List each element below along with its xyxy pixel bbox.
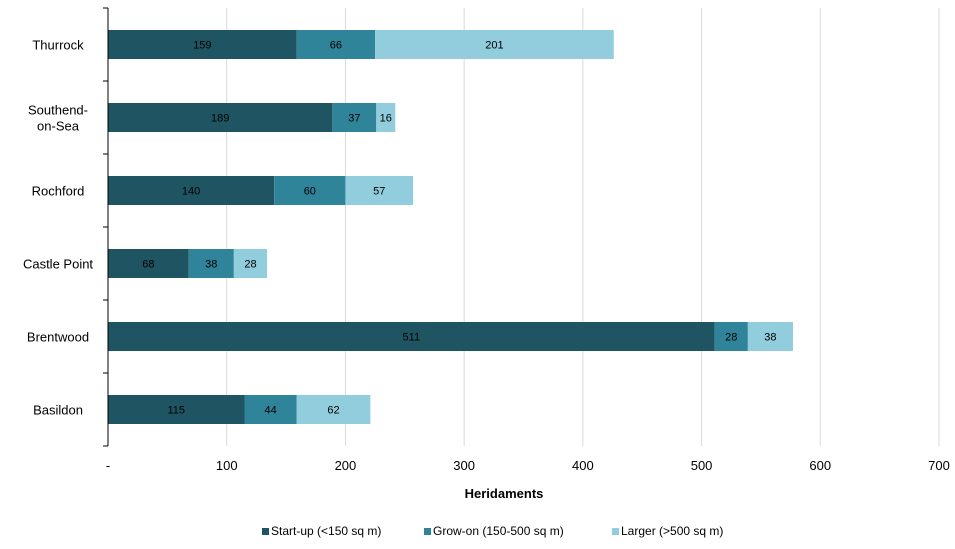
data-label: 140 xyxy=(182,186,200,198)
bar-segment xyxy=(244,395,297,424)
x-axis-title: Heridaments xyxy=(465,486,544,501)
legend-item: Larger (>500 sq m) xyxy=(612,524,723,538)
x-tick-label: 100 xyxy=(216,458,238,473)
labels: - 100 200 300 400 500 600 700 159 66 201 Thurrock 18… xyxy=(23,38,950,474)
x-tick-label: 700 xyxy=(928,458,950,473)
bar-segment xyxy=(345,176,414,205)
category-label: Rochford xyxy=(32,184,85,199)
legend-label: Start-up (<150 sq m) xyxy=(271,524,381,538)
x-tick-label: 400 xyxy=(572,458,594,473)
bar-segment xyxy=(714,322,748,351)
bars xyxy=(108,30,793,424)
bar-segment xyxy=(274,176,346,205)
category-label: Basildon xyxy=(33,403,83,418)
bar-segment xyxy=(375,30,614,59)
legend: Start-up (<150 sq m) Grow-on (150-500 sq … xyxy=(262,524,723,538)
bar-segment xyxy=(747,322,793,351)
data-label: 57 xyxy=(373,186,385,198)
data-label: 201 xyxy=(485,40,503,52)
legend-item: Start-up (<150 sq m) xyxy=(262,524,381,538)
gridlines xyxy=(226,8,940,446)
data-label: 37 xyxy=(348,113,360,125)
legend-swatch xyxy=(424,528,431,535)
bar-segment xyxy=(108,322,715,351)
legend-label: Larger (>500 sq m) xyxy=(621,524,723,538)
bar-segment xyxy=(296,30,376,59)
data-label: 38 xyxy=(764,332,776,344)
bar-segment xyxy=(108,103,333,132)
data-label: 189 xyxy=(211,113,229,125)
bar-segment xyxy=(233,249,268,278)
bar-segment xyxy=(296,395,371,424)
x-tick-label: 200 xyxy=(335,458,357,473)
legend-item: Grow-on (150-500 sq m) xyxy=(424,524,564,538)
x-tick-label: 600 xyxy=(809,458,831,473)
data-label: 28 xyxy=(725,332,737,344)
bar-segment xyxy=(332,103,377,132)
legend-swatch xyxy=(612,528,619,535)
data-label: 38 xyxy=(205,259,217,271)
data-label: 68 xyxy=(142,259,154,271)
x-tick-label: 500 xyxy=(691,458,713,473)
data-label: 44 xyxy=(265,405,277,417)
category-label: Thurrock xyxy=(32,38,84,53)
data-label: 60 xyxy=(304,186,316,198)
legend-swatch xyxy=(262,528,269,535)
bar-segment xyxy=(376,103,396,132)
data-label: 28 xyxy=(244,259,256,271)
axes xyxy=(103,7,109,447)
x-tick-label: - xyxy=(106,458,110,473)
data-label: 16 xyxy=(380,113,392,125)
data-label: 66 xyxy=(330,40,342,52)
bar-segment xyxy=(188,249,234,278)
data-label: 159 xyxy=(193,40,211,52)
x-tick-label: 300 xyxy=(453,458,475,473)
category-label: Castle Point xyxy=(23,257,93,272)
bar-segment xyxy=(108,176,275,205)
bar-segment xyxy=(108,249,189,278)
data-label: 511 xyxy=(403,332,421,344)
data-label: 62 xyxy=(327,405,339,417)
legend-label: Grow-on (150-500 sq m) xyxy=(433,524,564,538)
data-label: 115 xyxy=(167,405,185,417)
bar-segment xyxy=(108,395,245,424)
category-label: Southend-on-Sea xyxy=(28,103,88,134)
bar-segment xyxy=(108,30,297,59)
category-label: Brentwood xyxy=(27,330,89,345)
